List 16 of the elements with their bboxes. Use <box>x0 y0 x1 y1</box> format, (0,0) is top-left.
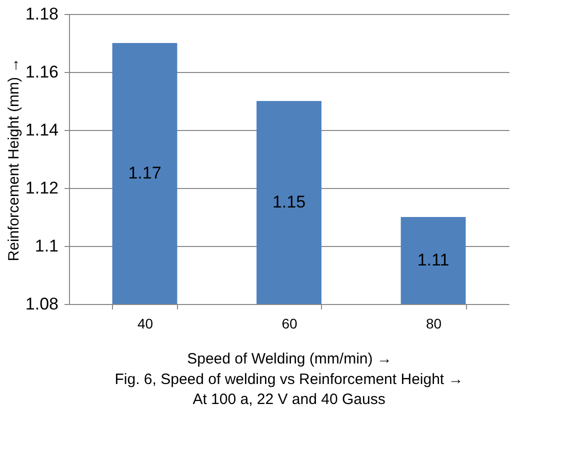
x-tick-label: 80 <box>426 316 442 332</box>
y-axis-title: Reinforcement Height (mm) → <box>5 58 22 262</box>
x-tick-label: 60 <box>282 316 298 332</box>
y-tick-label: 1.18 <box>25 4 58 24</box>
text: At 100 a, 22 V and 40 Gauss <box>192 391 386 408</box>
data-label: 1.11 <box>417 250 450 270</box>
x-axis-title: Speed of Welding (mm/min) → <box>187 350 392 368</box>
data-label: 1.15 <box>272 192 306 212</box>
data-label: 1.17 <box>128 164 162 182</box>
x-tick-label: 40 <box>137 316 154 332</box>
y-tick-label: 1.1 <box>34 236 58 256</box>
y-tick-label: 1.14 <box>25 120 58 140</box>
y-tick-label: 1.12 <box>25 178 58 198</box>
y-tick-label: 1.08 <box>25 294 58 314</box>
caption: Fig. 6, Speed of welding vs Reinforcement Height → <box>114 371 464 388</box>
y-tick-label: 1.16 <box>25 62 58 82</box>
